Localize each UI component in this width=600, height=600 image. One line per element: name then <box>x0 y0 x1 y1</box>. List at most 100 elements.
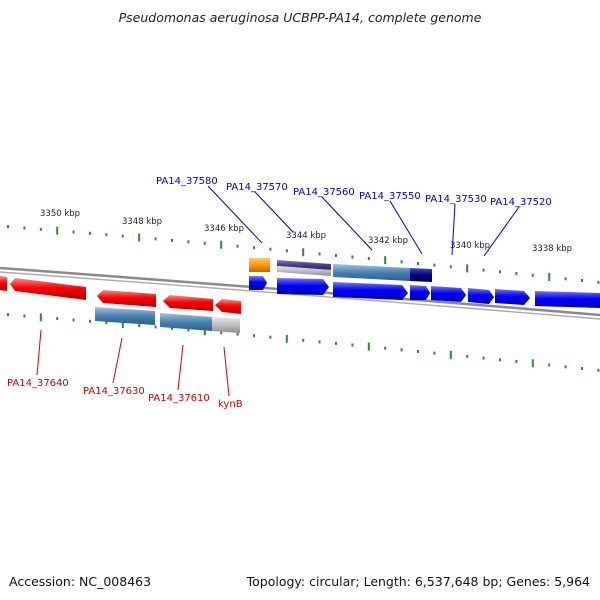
major-tick <box>56 226 59 235</box>
gene-label[interactable]: PA14_37520 <box>490 197 552 208</box>
gene-arrow-forward[interactable] <box>495 289 530 305</box>
minor-tick <box>269 335 272 339</box>
minor-tick <box>400 348 403 352</box>
major-tick <box>121 320 124 329</box>
minor-tick <box>138 324 141 327</box>
minor-tick <box>154 325 157 329</box>
major-tick <box>449 350 452 359</box>
feature-box-purple[interactable] <box>277 260 331 270</box>
feature-box-grey[interactable] <box>277 266 331 276</box>
gene-arrow-forward[interactable] <box>431 286 466 302</box>
minor-tick <box>318 252 321 256</box>
feature-box-steel[interactable] <box>95 307 155 325</box>
feature-box-orange[interactable] <box>249 258 270 272</box>
accession-text: Accession: NC_008463 <box>9 574 151 589</box>
minor-tick <box>56 317 59 321</box>
minor-tick <box>384 346 387 350</box>
minor-tick <box>417 262 419 265</box>
minor-tick <box>253 334 255 338</box>
minor-tick <box>564 365 567 369</box>
minor-tick <box>499 358 501 362</box>
minor-tick <box>433 263 436 267</box>
minor-tick <box>72 318 75 322</box>
minor-tick <box>367 257 370 261</box>
minor-tick <box>318 340 321 344</box>
gene-arrow-forward[interactable] <box>410 285 430 300</box>
minor-tick <box>417 350 419 353</box>
minor-tick <box>187 328 190 332</box>
scale-ticks-lower <box>7 313 600 372</box>
minor-tick <box>154 237 157 241</box>
minor-tick <box>564 277 567 281</box>
gene-arrow-reverse[interactable] <box>163 295 213 311</box>
minor-tick <box>236 244 239 248</box>
gene-arrow-reverse[interactable] <box>10 278 86 300</box>
minor-tick <box>171 326 173 330</box>
gene-label[interactable]: PA14_37580 <box>156 176 218 187</box>
gene-label[interactable]: PA14_37610 <box>148 393 210 404</box>
feature-boxes-upper <box>249 258 432 282</box>
minor-tick <box>302 338 305 342</box>
minor-tick <box>482 356 485 360</box>
minor-tick <box>335 253 337 257</box>
scale-label: 3340 kbp <box>450 241 490 251</box>
minor-tick <box>220 331 223 335</box>
minor-tick <box>482 268 485 272</box>
gene-arrow-reverse[interactable] <box>97 290 156 307</box>
gene-arrow-reverse[interactable] <box>215 299 241 314</box>
minor-tick <box>433 351 436 355</box>
major-tick <box>384 256 387 265</box>
minor-tick <box>253 246 255 250</box>
major-tick <box>302 248 305 257</box>
minor-tick <box>89 231 91 235</box>
forward-strand-genes <box>249 276 600 308</box>
gene-label[interactable]: PA14_37560 <box>293 187 355 198</box>
minor-tick <box>351 255 354 259</box>
minor-tick <box>105 321 108 325</box>
scale-label: 3344 kbp <box>286 231 326 241</box>
minor-tick <box>203 241 206 245</box>
gene-label[interactable]: PA14_37550 <box>359 191 421 202</box>
feature-box-steel[interactable] <box>160 313 212 331</box>
scale-label: 3348 kbp <box>122 217 162 227</box>
gene-arrow-forward[interactable] <box>468 288 494 304</box>
major-tick <box>203 327 206 336</box>
gene-arrow-forward[interactable] <box>277 278 329 295</box>
minor-tick <box>581 279 583 282</box>
gene-labels-bottom: PA14_37640 PA14_37630 PA14_37610 kynB <box>7 378 243 410</box>
label-leader-lines <box>36 185 520 397</box>
gene-label[interactable]: kynB <box>218 399 243 410</box>
major-tick <box>466 264 469 273</box>
major-tick <box>367 342 370 351</box>
minor-tick <box>89 319 91 323</box>
minor-tick <box>548 363 551 367</box>
major-tick <box>220 240 223 249</box>
minor-tick <box>236 332 239 336</box>
gene-label[interactable]: PA14_37630 <box>83 386 145 397</box>
minor-tick <box>499 270 501 274</box>
feature-box-steel[interactable] <box>333 264 410 281</box>
scale-label: 3338 kbp <box>532 244 572 254</box>
minor-tick <box>449 265 452 269</box>
major-tick <box>531 359 534 368</box>
minor-tick <box>597 280 600 284</box>
gene-arrow-forward[interactable] <box>249 276 267 290</box>
minor-tick <box>515 272 518 275</box>
minor-tick <box>531 273 534 277</box>
gene-label[interactable]: PA14_37640 <box>7 378 69 389</box>
gene-label[interactable]: PA14_37530 <box>425 194 487 205</box>
minor-tick <box>7 225 9 229</box>
gene-arrow-reverse[interactable] <box>0 276 7 291</box>
minor-tick <box>335 341 337 345</box>
minor-tick <box>285 249 288 253</box>
map-title: Pseudomonas aeruginosa UCBPP-PA14, compl… <box>119 10 482 25</box>
feature-box-navy[interactable] <box>410 268 432 282</box>
gene-label[interactable]: PA14_37570 <box>226 182 288 193</box>
minor-tick <box>23 226 26 230</box>
gene-arrow-forward[interactable] <box>333 282 408 300</box>
scale-label: 3346 kbp <box>204 224 244 234</box>
gene-arrow-forward[interactable] <box>535 291 600 308</box>
minor-tick <box>23 314 26 318</box>
minor-tick <box>597 368 600 372</box>
feature-box-grey[interactable] <box>212 317 240 333</box>
